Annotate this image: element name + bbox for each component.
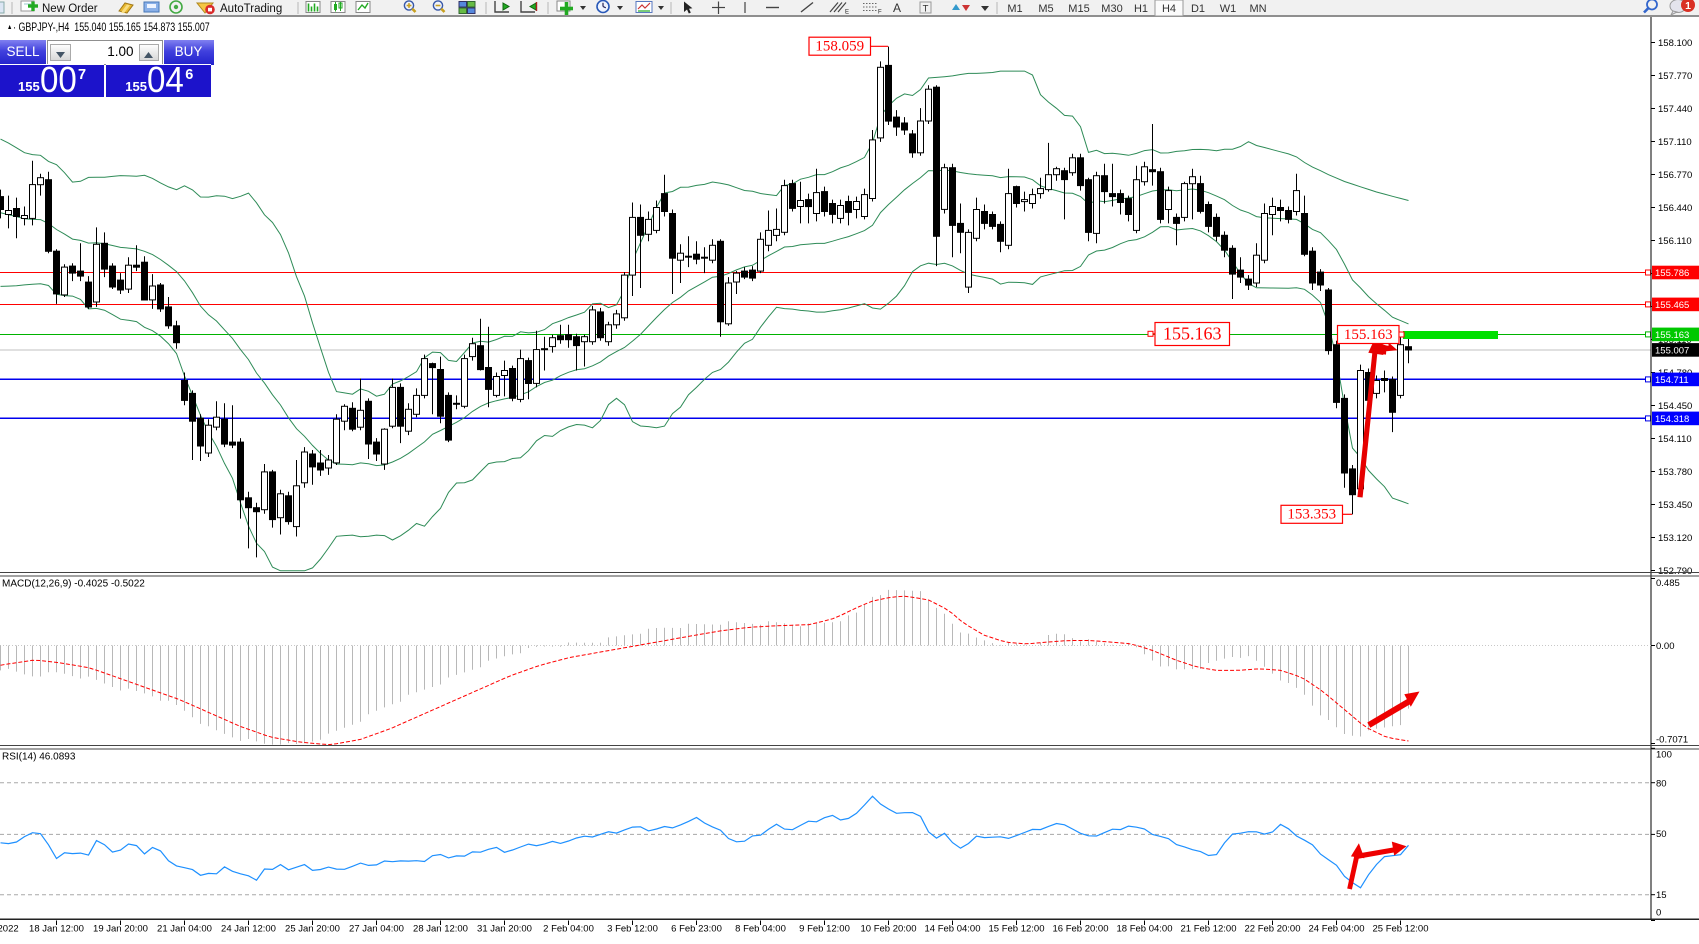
svg-text:18 Jan 12:00: 18 Jan 12:00 <box>29 924 84 935</box>
svg-text:M15: M15 <box>1068 3 1089 15</box>
svg-text:E: E <box>845 10 849 16</box>
svg-text:28 Jan 12:00: 28 Jan 12:00 <box>413 924 468 935</box>
svg-text:21 Feb 12:00: 21 Feb 12:00 <box>1181 924 1237 935</box>
svg-text:10 Feb 20:00: 10 Feb 20:00 <box>861 924 917 935</box>
svg-text:154.450: 154.450 <box>1658 401 1692 412</box>
svg-text:9 Feb 12:00: 9 Feb 12:00 <box>799 924 850 935</box>
svg-text:W1: W1 <box>1220 3 1237 15</box>
svg-text:154.318: 154.318 <box>1655 414 1689 425</box>
svg-text:1: 1 <box>1685 0 1691 12</box>
svg-text:24 Feb 04:00: 24 Feb 04:00 <box>1309 924 1365 935</box>
svg-text:T: T <box>923 4 929 15</box>
svg-text:154.110: 154.110 <box>1658 434 1692 445</box>
svg-text:153.450: 153.450 <box>1658 500 1692 511</box>
svg-text:156.440: 156.440 <box>1658 203 1692 214</box>
svg-text:8 Feb 04:00: 8 Feb 04:00 <box>735 924 786 935</box>
svg-text:D1: D1 <box>1191 3 1205 15</box>
svg-text:H1: H1 <box>1134 3 1148 15</box>
svg-text:155.007: 155.007 <box>1655 345 1689 356</box>
svg-text:155.465: 155.465 <box>1655 300 1689 311</box>
svg-text:158.059: 158.059 <box>815 39 864 55</box>
svg-text:24 Jan 12:00: 24 Jan 12:00 <box>221 924 276 935</box>
svg-text:15: 15 <box>1656 890 1667 901</box>
svg-text:50: 50 <box>1656 829 1667 840</box>
svg-text:AutoTrading: AutoTrading <box>220 3 282 15</box>
svg-text:154.711: 154.711 <box>1655 375 1689 386</box>
svg-text:M30: M30 <box>1101 3 1122 15</box>
svg-text:New Order: New Order <box>42 3 98 15</box>
svg-text:6 Feb 23:00: 6 Feb 23:00 <box>671 924 722 935</box>
svg-text:157.440: 157.440 <box>1658 104 1692 115</box>
svg-text:153.353: 153.353 <box>1287 507 1336 523</box>
svg-text:MN: MN <box>1249 3 1266 15</box>
svg-text:14 Feb 04:00: 14 Feb 04:00 <box>925 924 981 935</box>
svg-text:157.110: 157.110 <box>1658 137 1692 148</box>
svg-text:158.100: 158.100 <box>1658 38 1692 49</box>
svg-text:153.780: 153.780 <box>1658 467 1692 478</box>
svg-text:-0.7071: -0.7071 <box>1656 735 1688 746</box>
svg-text:155.163: 155.163 <box>1163 324 1222 344</box>
svg-text:15 Feb 12:00: 15 Feb 12:00 <box>989 924 1045 935</box>
svg-text:155.163: 155.163 <box>1344 327 1393 343</box>
svg-text:155.163: 155.163 <box>1655 330 1689 341</box>
svg-text:100: 100 <box>1656 750 1672 761</box>
svg-text:0: 0 <box>1656 908 1661 919</box>
svg-text:18 Feb 04:00: 18 Feb 04:00 <box>1117 924 1173 935</box>
svg-text:19 Jan 20:00: 19 Jan 20:00 <box>93 924 148 935</box>
svg-text:80: 80 <box>1656 778 1667 789</box>
svg-text:25 Feb 12:00: 25 Feb 12:00 <box>1373 924 1429 935</box>
svg-text:155.786: 155.786 <box>1655 268 1689 279</box>
svg-text:0.485: 0.485 <box>1656 578 1680 589</box>
svg-text:156.770: 156.770 <box>1658 170 1692 181</box>
svg-text:157.770: 157.770 <box>1658 71 1692 82</box>
svg-text:22 Feb 20:00: 22 Feb 20:00 <box>1245 924 1301 935</box>
svg-text:17 Jan 2022: 17 Jan 2022 <box>0 924 19 935</box>
svg-text:0.00: 0.00 <box>1656 641 1675 652</box>
svg-text:MACD(12,26,9) -0.4025 -0.5022: MACD(12,26,9) -0.4025 -0.5022 <box>2 579 145 590</box>
svg-text:21 Jan 04:00: 21 Jan 04:00 <box>157 924 212 935</box>
svg-text:16 Feb 20:00: 16 Feb 20:00 <box>1053 924 1109 935</box>
svg-text:A: A <box>893 1 901 15</box>
svg-text:3 Feb 12:00: 3 Feb 12:00 <box>607 924 658 935</box>
svg-text:156.110: 156.110 <box>1658 236 1692 247</box>
svg-text:153.120: 153.120 <box>1658 533 1692 544</box>
svg-text:RSI(14) 46.0893: RSI(14) 46.0893 <box>2 752 76 763</box>
svg-text:M1: M1 <box>1007 3 1022 15</box>
svg-text:25 Jan 20:00: 25 Jan 20:00 <box>285 924 340 935</box>
svg-text:M5: M5 <box>1038 3 1053 15</box>
svg-text:H4: H4 <box>1162 3 1176 15</box>
svg-text:2 Feb 04:00: 2 Feb 04:00 <box>543 924 594 935</box>
svg-text:31 Jan 20:00: 31 Jan 20:00 <box>477 924 532 935</box>
svg-text:27 Jan 04:00: 27 Jan 04:00 <box>349 924 404 935</box>
svg-text:F: F <box>878 10 882 16</box>
